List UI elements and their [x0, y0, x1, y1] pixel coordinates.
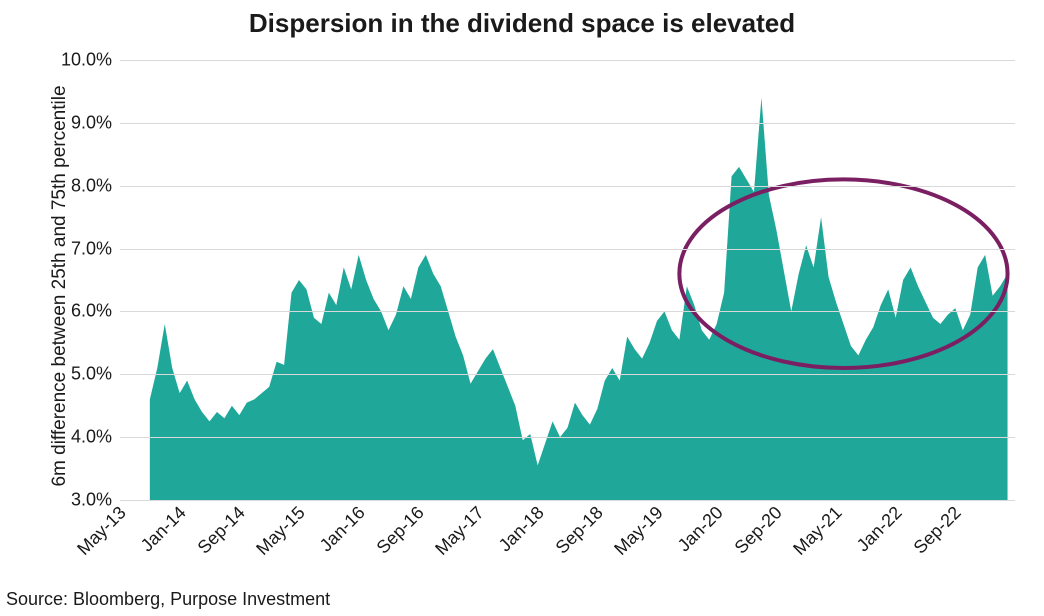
y-tick-label: 7.0%: [71, 238, 112, 259]
grid-line: [120, 186, 1015, 187]
grid-line: [120, 60, 1015, 61]
y-tick-label: 9.0%: [71, 112, 112, 133]
grid-line: [120, 311, 1015, 312]
y-tick-label: 10.0%: [61, 50, 112, 71]
y-tick-label: 8.0%: [71, 175, 112, 196]
plot-area: 3.0%4.0%5.0%6.0%7.0%8.0%9.0%10.0%May-13J…: [120, 60, 1015, 500]
grid-line: [120, 123, 1015, 124]
grid-line: [120, 249, 1015, 250]
area-fill: [150, 98, 1008, 500]
grid-line: [120, 437, 1015, 438]
chart-title: Dispersion in the dividend space is elev…: [0, 8, 1044, 39]
area-series: [120, 60, 1015, 500]
y-tick-label: 6.0%: [71, 301, 112, 322]
y-axis-label: 6m difference between 25th and 75th perc…: [49, 26, 71, 546]
grid-line: [120, 500, 1015, 501]
grid-line: [120, 374, 1015, 375]
y-tick-label: 3.0%: [71, 490, 112, 511]
y-tick-label: 5.0%: [71, 364, 112, 385]
source-label: Source: Bloomberg, Purpose Investment: [6, 589, 330, 610]
y-tick-label: 4.0%: [71, 427, 112, 448]
